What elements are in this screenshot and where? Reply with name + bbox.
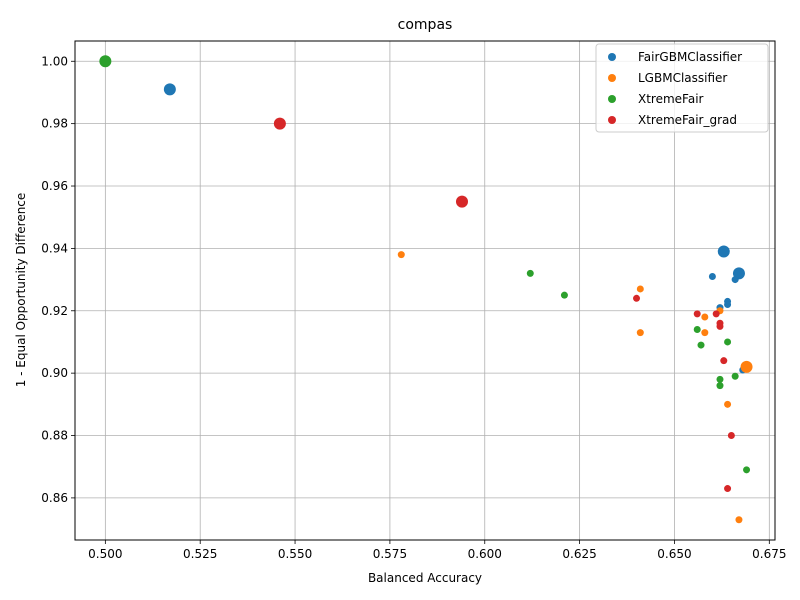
x-tick-label: 0.575	[373, 547, 407, 561]
data-point	[724, 338, 732, 346]
data-point	[633, 294, 641, 302]
legend-marker	[608, 116, 616, 124]
data-point	[716, 382, 724, 390]
x-tick-label: 0.525	[183, 547, 217, 561]
y-tick-label: 0.86	[41, 491, 68, 505]
legend-marker	[608, 95, 616, 103]
axis-ticks: 0.500 0.525 0.550 0.575 0.600 0.625 0.650 0.675…	[41, 54, 786, 561]
grid	[75, 41, 775, 540]
x-tick-label: 0.500	[88, 547, 122, 561]
legend: FairGBMClassifier LGBMClassifier XtremeFai…	[595, 43, 769, 133]
data-point	[163, 83, 176, 96]
data-points	[99, 55, 753, 524]
data-point	[724, 301, 732, 309]
legend-marker	[608, 74, 616, 82]
chart-title: compas	[398, 17, 453, 33]
data-point	[731, 276, 739, 284]
x-tick-label: 0.600	[468, 547, 502, 561]
data-point	[735, 516, 743, 524]
y-tick-label: 0.94	[41, 241, 68, 255]
data-point	[724, 400, 732, 408]
data-point	[701, 313, 709, 321]
data-point	[693, 325, 701, 333]
y-tick-label: 0.96	[41, 179, 68, 193]
legend-label: FairGBMClassifier	[638, 50, 742, 64]
legend-label: LGBMClassifier	[638, 71, 727, 85]
y-tick-label: 0.90	[41, 366, 68, 380]
data-point	[712, 310, 720, 318]
data-point	[731, 372, 739, 380]
y-tick-label: 1.00	[41, 54, 68, 68]
data-point	[720, 357, 728, 365]
legend-box	[595, 43, 769, 133]
legend-label: XtremeFair_grad	[638, 113, 737, 127]
legend-label: XtremeFair	[638, 92, 704, 106]
x-axis-label: Balanced Accuracy	[368, 571, 482, 585]
data-point	[693, 310, 701, 318]
y-tick-label: 0.88	[41, 429, 68, 443]
series-LGBMClassifier	[397, 251, 753, 524]
data-point	[560, 291, 568, 299]
y-tick-label: 0.92	[41, 304, 68, 318]
legend-marker	[608, 53, 616, 61]
data-point	[636, 285, 644, 293]
data-point	[526, 269, 534, 277]
data-point	[397, 251, 405, 259]
data-point	[716, 322, 724, 330]
plot-area	[74, 40, 776, 541]
y-axis-label: 1 - Equal Opportunity Difference	[14, 193, 28, 388]
series-XtremeFair	[99, 55, 751, 474]
x-tick-label: 0.625	[562, 547, 596, 561]
data-point	[717, 245, 730, 258]
data-point	[743, 466, 751, 474]
data-point	[99, 55, 112, 68]
data-point	[697, 341, 705, 349]
x-tick-label: 0.550	[278, 547, 312, 561]
data-point	[727, 432, 735, 440]
data-point	[455, 195, 468, 208]
data-point	[701, 329, 709, 337]
data-point	[724, 485, 732, 493]
y-tick-label: 0.98	[41, 117, 68, 131]
data-point	[636, 329, 644, 337]
data-point	[716, 375, 724, 383]
data-point	[708, 272, 716, 280]
data-point	[740, 360, 753, 373]
x-tick-label: 0.675	[752, 547, 786, 561]
series-XtremeFair_grad	[273, 117, 735, 493]
x-tick-label: 0.650	[657, 547, 691, 561]
data-point	[273, 117, 286, 130]
